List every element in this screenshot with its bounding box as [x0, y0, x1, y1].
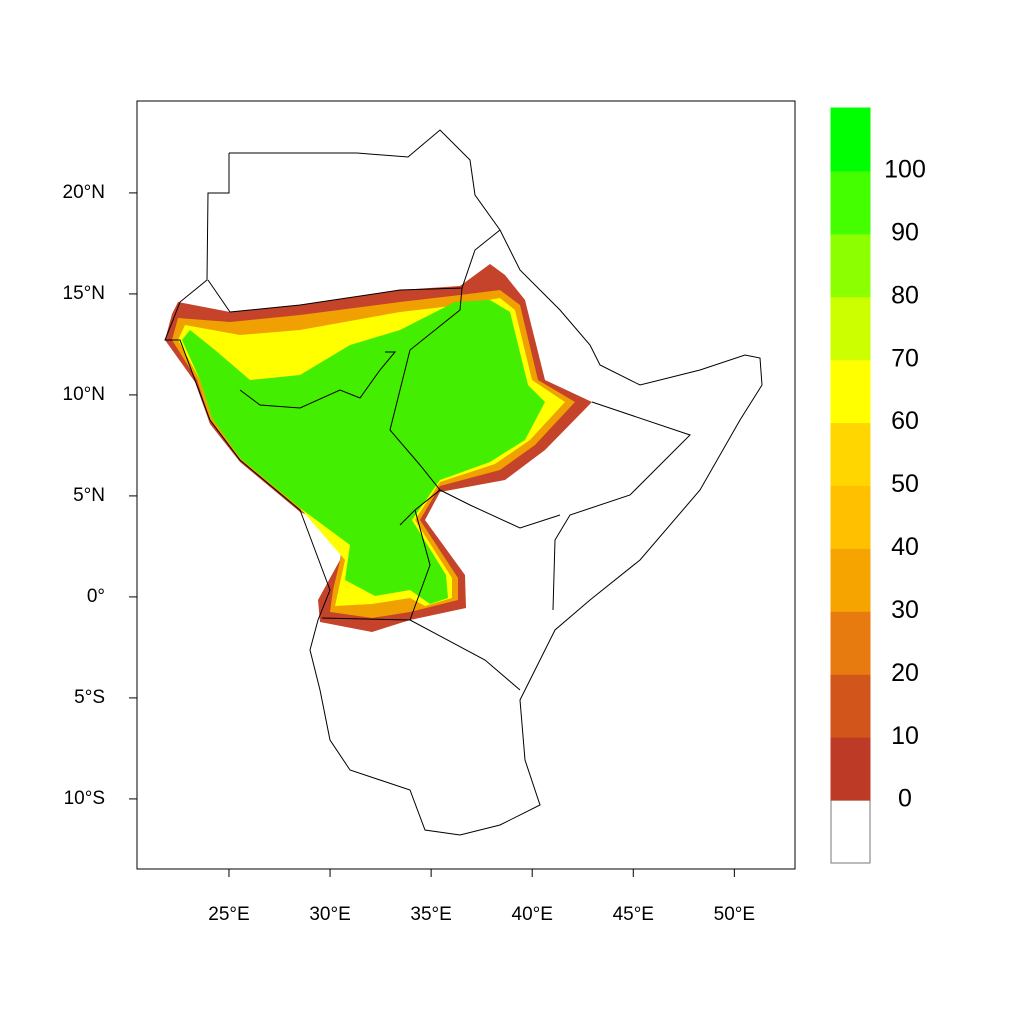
border	[439, 489, 561, 529]
colorbar-box	[830, 799, 871, 864]
axes: 25°E 30°E 35°E 40°E 45°E 50°E 20°N 15°N 10°N 5°N 0…	[63, 182, 756, 925]
border	[389, 287, 463, 526]
colorbar-label: 10	[891, 722, 919, 750]
y-tick-label: 10°S	[64, 788, 105, 809]
colorbar-box	[830, 107, 871, 172]
colorbar-label: 50	[891, 470, 919, 498]
border	[207, 229, 501, 313]
map-shading	[165, 264, 592, 632]
colorbar-box	[830, 547, 871, 612]
colorbar-label: 20	[891, 659, 919, 687]
map-frame	[136, 100, 796, 870]
colorbar-box	[830, 610, 871, 675]
colorbar-label: 80	[891, 281, 919, 309]
colorbar-label: 90	[891, 218, 919, 246]
colorbar-box	[830, 673, 871, 738]
y-tick-label: 0°	[87, 586, 105, 607]
colorbar-label: 0	[898, 785, 912, 813]
border	[321, 617, 411, 621]
colorbar-label: 30	[891, 596, 919, 624]
colorbar: 0 10 20 30 40 50 60 70 80 90 100	[830, 107, 926, 864]
border	[239, 351, 397, 409]
colorbar-label: 70	[891, 344, 919, 372]
colorbar-box	[830, 736, 871, 801]
colorbar-box	[830, 170, 871, 235]
y-tick-label: 15°N	[63, 283, 105, 304]
colorbar-box	[830, 422, 871, 487]
colorbar-box	[830, 359, 871, 424]
colorbar-box	[830, 233, 871, 298]
x-tick-label: 40°E	[512, 904, 553, 925]
y-tick-label: 10°N	[63, 384, 105, 405]
x-tick-label: 35°E	[410, 904, 451, 925]
x-tick-label: 30°E	[309, 904, 350, 925]
colorbar-label: 60	[891, 407, 919, 435]
colorbar-label: 40	[891, 533, 919, 561]
border	[552, 401, 691, 611]
colorbar-box	[830, 296, 871, 361]
y-tick-label: 20°N	[63, 182, 105, 203]
country-borders	[164, 129, 763, 836]
colorbar-label: 100	[884, 156, 926, 184]
x-tick-label: 25°E	[208, 904, 249, 925]
coastline	[164, 129, 763, 836]
y-tick-label: 5°N	[73, 485, 105, 506]
x-tick-label: 50°E	[714, 904, 755, 925]
shading-green	[182, 300, 545, 604]
x-tick-label: 45°E	[613, 904, 654, 925]
colorbar-box	[830, 485, 871, 549]
y-tick-label: 5°S	[74, 687, 105, 708]
